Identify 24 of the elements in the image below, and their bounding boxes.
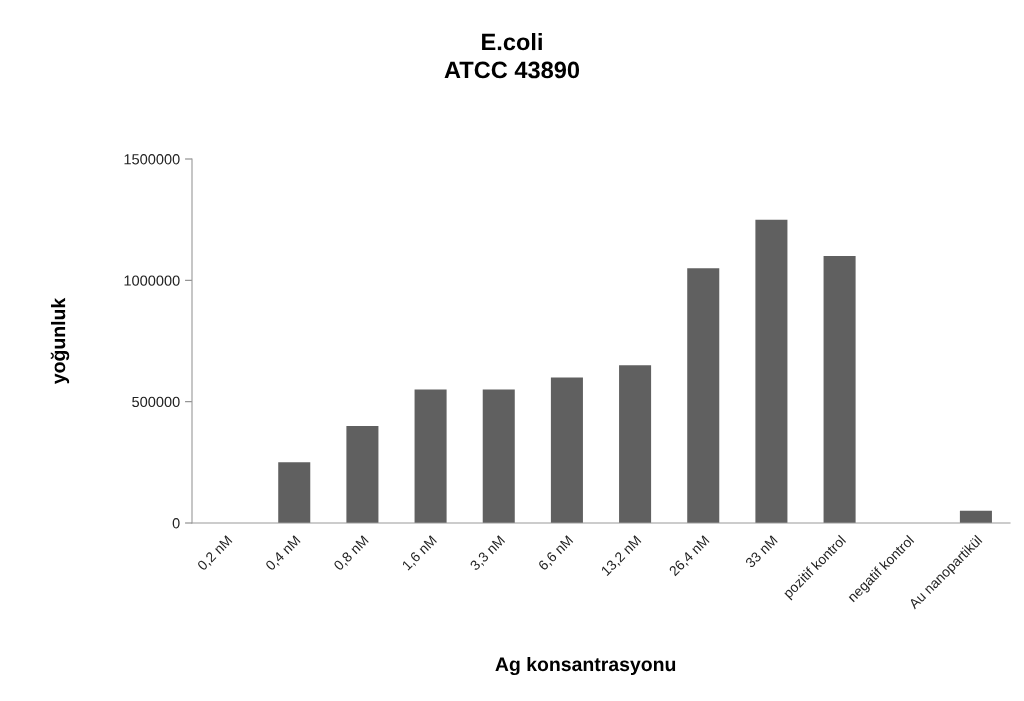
- x-tick-label: 3,3 nM: [469, 535, 507, 573]
- chart-title: E.coli ATCC 43890: [444, 33, 580, 79]
- bar: [550, 377, 583, 523]
- x-tick-label: 33 nM: [744, 535, 778, 569]
- bar: [959, 510, 992, 523]
- bar: [346, 425, 379, 523]
- bar: [619, 365, 652, 523]
- x-tick-label: 0,4 nM: [264, 535, 302, 573]
- y-tick-label: 0: [172, 518, 180, 529]
- x-tick-label: 6,6 nM: [537, 535, 575, 573]
- y-axis-title: yoğunluk: [50, 297, 70, 385]
- y-tick-label: 1500000: [124, 154, 180, 165]
- y-tick-label: 500000: [132, 396, 180, 408]
- bar: [823, 256, 856, 523]
- bar: [278, 462, 311, 523]
- y-tick-label: 1000000: [124, 275, 180, 286]
- x-tick-label: 0,2 nM: [196, 535, 234, 573]
- x-tick-label: 0,8 nM: [333, 535, 370, 573]
- bar: [414, 389, 447, 523]
- bar: [687, 268, 720, 523]
- x-axis-title: Ag konsantrasyonu: [495, 656, 676, 676]
- bar: [755, 219, 788, 523]
- bar: [482, 389, 515, 523]
- x-tick-label: 1,6 nM: [401, 535, 439, 572]
